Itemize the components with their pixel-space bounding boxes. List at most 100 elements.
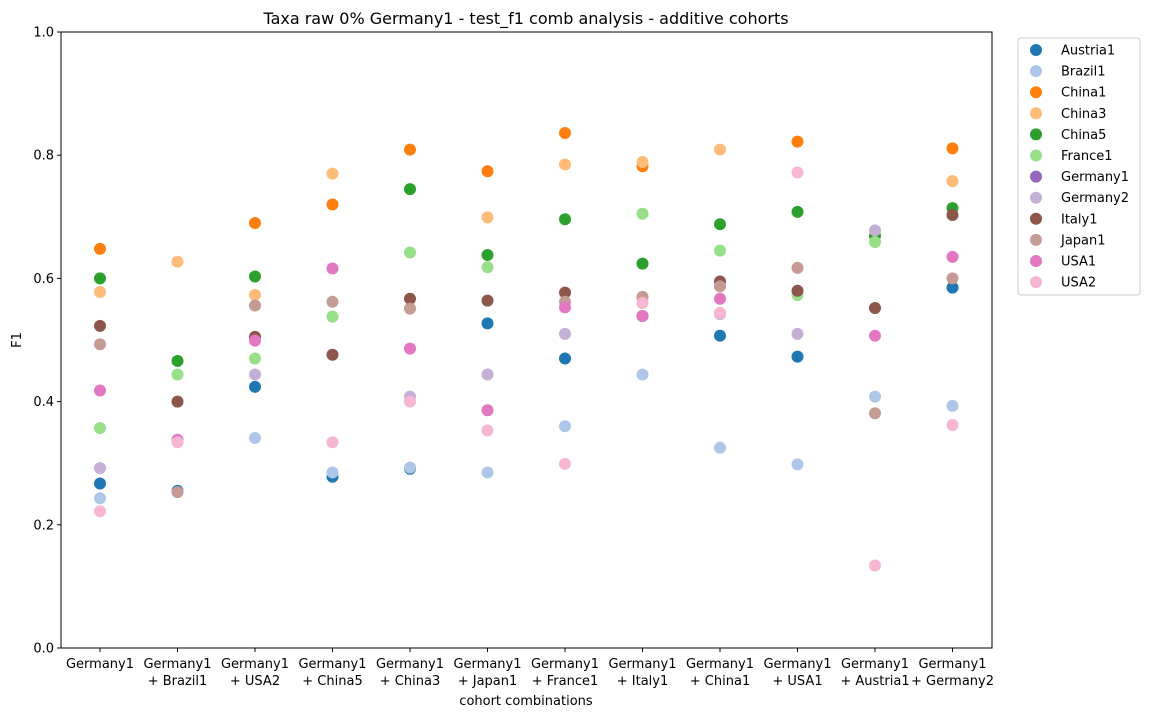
data-point bbox=[559, 457, 571, 470]
data-point bbox=[326, 466, 339, 479]
x-tick-label: Germany1 bbox=[763, 657, 831, 672]
x-tick-label: + USA1 bbox=[772, 674, 822, 689]
legend-label: Germany2 bbox=[1061, 191, 1129, 206]
data-point bbox=[326, 436, 339, 449]
x-tick-label: + China1 bbox=[690, 674, 750, 689]
data-point bbox=[326, 198, 339, 211]
data-point bbox=[946, 208, 959, 221]
x-tick-label: Germany1 bbox=[686, 657, 754, 672]
legend-marker bbox=[1030, 170, 1042, 183]
x-tick-label: + Japan1 bbox=[458, 674, 518, 689]
data-point bbox=[94, 242, 106, 255]
data-point bbox=[869, 301, 881, 314]
data-point bbox=[404, 342, 416, 355]
data-point bbox=[249, 270, 261, 283]
y-axis-label: F1 bbox=[10, 332, 25, 348]
data-point bbox=[714, 292, 726, 305]
x-tick-label: Germany1 bbox=[376, 657, 444, 672]
x-tick-label: Germany1 bbox=[531, 657, 599, 672]
data-point bbox=[559, 127, 571, 140]
data-point bbox=[481, 294, 494, 307]
legend-marker bbox=[1030, 212, 1042, 225]
data-point bbox=[869, 390, 881, 403]
data-point bbox=[559, 301, 571, 314]
data-point bbox=[714, 280, 726, 293]
y-tick-label: 0.2 bbox=[33, 518, 54, 533]
data-point bbox=[326, 295, 339, 308]
data-point bbox=[249, 431, 261, 444]
legend-marker bbox=[1030, 86, 1042, 99]
data-point bbox=[869, 224, 881, 237]
chart-title: Taxa raw 0% Germany1 - test_f1 comb anal… bbox=[262, 9, 788, 29]
data-point bbox=[636, 207, 649, 220]
legend-label: France1 bbox=[1061, 149, 1113, 164]
data-point bbox=[791, 135, 804, 148]
data-point bbox=[946, 250, 959, 263]
data-point bbox=[326, 310, 339, 323]
data-point bbox=[636, 257, 649, 270]
data-point bbox=[404, 183, 416, 196]
x-tick-label: + China5 bbox=[302, 674, 362, 689]
data-point bbox=[946, 272, 959, 285]
data-point bbox=[481, 248, 494, 261]
data-point bbox=[94, 477, 106, 490]
data-point bbox=[791, 261, 804, 274]
data-point bbox=[171, 255, 184, 268]
y-tick-label: 0.6 bbox=[33, 272, 54, 287]
data-point bbox=[559, 352, 571, 365]
data-point bbox=[94, 285, 106, 298]
data-point bbox=[171, 395, 184, 408]
data-point bbox=[714, 441, 726, 454]
data-point bbox=[249, 216, 261, 229]
data-point bbox=[249, 380, 261, 393]
data-point bbox=[326, 348, 339, 361]
legend-marker bbox=[1030, 149, 1042, 162]
data-point bbox=[946, 175, 959, 188]
x-tick-label: + China3 bbox=[380, 674, 440, 689]
x-tick-label: + Italy1 bbox=[617, 674, 669, 689]
legend-marker bbox=[1030, 276, 1042, 289]
data-point bbox=[559, 286, 571, 299]
legend-label: Japan1 bbox=[1060, 233, 1106, 248]
data-point bbox=[249, 368, 261, 381]
x-tick-label: Germany1 bbox=[143, 657, 211, 672]
y-tick-label: 1.0 bbox=[33, 26, 54, 41]
data-point bbox=[249, 299, 261, 312]
data-point bbox=[714, 329, 726, 342]
data-point bbox=[94, 422, 106, 435]
data-point bbox=[559, 327, 571, 340]
legend-marker bbox=[1030, 65, 1042, 78]
data-point bbox=[249, 352, 261, 365]
data-point bbox=[714, 143, 726, 156]
legend-marker bbox=[1030, 191, 1042, 204]
data-point bbox=[869, 236, 881, 249]
x-tick-label: Germany1 bbox=[298, 657, 366, 672]
data-point bbox=[481, 368, 494, 381]
data-point bbox=[791, 327, 804, 340]
x-tick-label: + USA2 bbox=[230, 674, 280, 689]
data-point bbox=[171, 368, 184, 381]
data-point bbox=[326, 167, 339, 180]
data-point bbox=[636, 155, 649, 168]
x-tick-label: + France1 bbox=[532, 674, 599, 689]
data-point bbox=[404, 292, 416, 305]
data-point bbox=[171, 354, 184, 367]
data-point bbox=[94, 338, 106, 351]
y-tick-label: 0.0 bbox=[33, 642, 54, 657]
legend-label: USA1 bbox=[1061, 255, 1096, 270]
legend-marker bbox=[1030, 255, 1042, 267]
legend-label: China3 bbox=[1061, 107, 1106, 122]
data-point bbox=[636, 297, 649, 310]
data-point bbox=[249, 334, 261, 347]
data-point bbox=[559, 158, 571, 171]
data-point bbox=[636, 368, 649, 381]
data-point bbox=[791, 284, 804, 297]
data-point bbox=[946, 281, 959, 294]
x-tick-label: + Brazil1 bbox=[148, 674, 208, 689]
x-axis-label: cohort combinations bbox=[459, 694, 593, 709]
data-point bbox=[559, 420, 571, 433]
legend-label: USA2 bbox=[1061, 276, 1096, 291]
data-point bbox=[946, 419, 959, 432]
plot-area bbox=[94, 127, 959, 572]
